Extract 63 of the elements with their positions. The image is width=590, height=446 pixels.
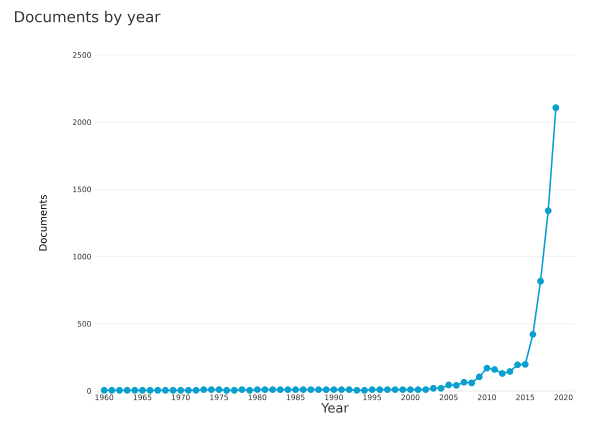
- point: [154, 386, 162, 394]
- point: [460, 378, 468, 386]
- point: [124, 386, 131, 394]
- point: [484, 364, 490, 372]
- point: [414, 386, 422, 394]
- point: [131, 386, 138, 394]
- point: [338, 386, 345, 394]
- point: [330, 386, 338, 394]
- point: [506, 368, 514, 375]
- point: [361, 386, 368, 394]
- point: [430, 384, 437, 392]
- point: [537, 278, 544, 285]
- point: [292, 386, 299, 394]
- point: [108, 386, 116, 394]
- point: [200, 386, 208, 394]
- point: [146, 386, 154, 394]
- point: [544, 207, 552, 214]
- point: [208, 386, 215, 394]
- point: [300, 386, 307, 394]
- point: [276, 386, 284, 394]
- point: [116, 386, 123, 394]
- point: [223, 386, 230, 394]
- point: [529, 331, 536, 338]
- point: [315, 386, 322, 394]
- point: [254, 386, 261, 394]
- point: [392, 386, 398, 394]
- y-axis-title: Documents: [39, 194, 47, 251]
- point: [438, 384, 444, 392]
- point: [407, 386, 414, 394]
- point: [452, 382, 460, 389]
- point: [445, 382, 452, 388]
- point: [238, 386, 246, 394]
- point: [498, 370, 506, 377]
- point: [216, 386, 222, 394]
- point: [376, 386, 384, 394]
- point: [185, 386, 192, 394]
- point: [246, 386, 254, 394]
- point: [384, 386, 391, 394]
- point: [100, 386, 108, 394]
- chart-title: Documents by year: [15, 10, 160, 26]
- point: [177, 386, 184, 394]
- point: [230, 386, 238, 394]
- point: [491, 366, 498, 373]
- point: [422, 386, 430, 394]
- point: [476, 373, 483, 380]
- point: [368, 386, 376, 394]
- point: [139, 386, 146, 394]
- point: [269, 386, 276, 394]
- point: [514, 361, 521, 368]
- point: [552, 104, 560, 112]
- point: [346, 386, 353, 394]
- point: [262, 386, 268, 394]
- point: [399, 386, 406, 394]
- point: [353, 386, 360, 394]
- point: [307, 386, 314, 394]
- point: [322, 386, 330, 394]
- point: [162, 386, 169, 394]
- point: [284, 386, 292, 394]
- point: [192, 386, 200, 394]
- point: [170, 386, 176, 394]
- point: [468, 380, 476, 386]
- point: [522, 360, 529, 368]
- x-axis-title: Year: [321, 403, 349, 413]
